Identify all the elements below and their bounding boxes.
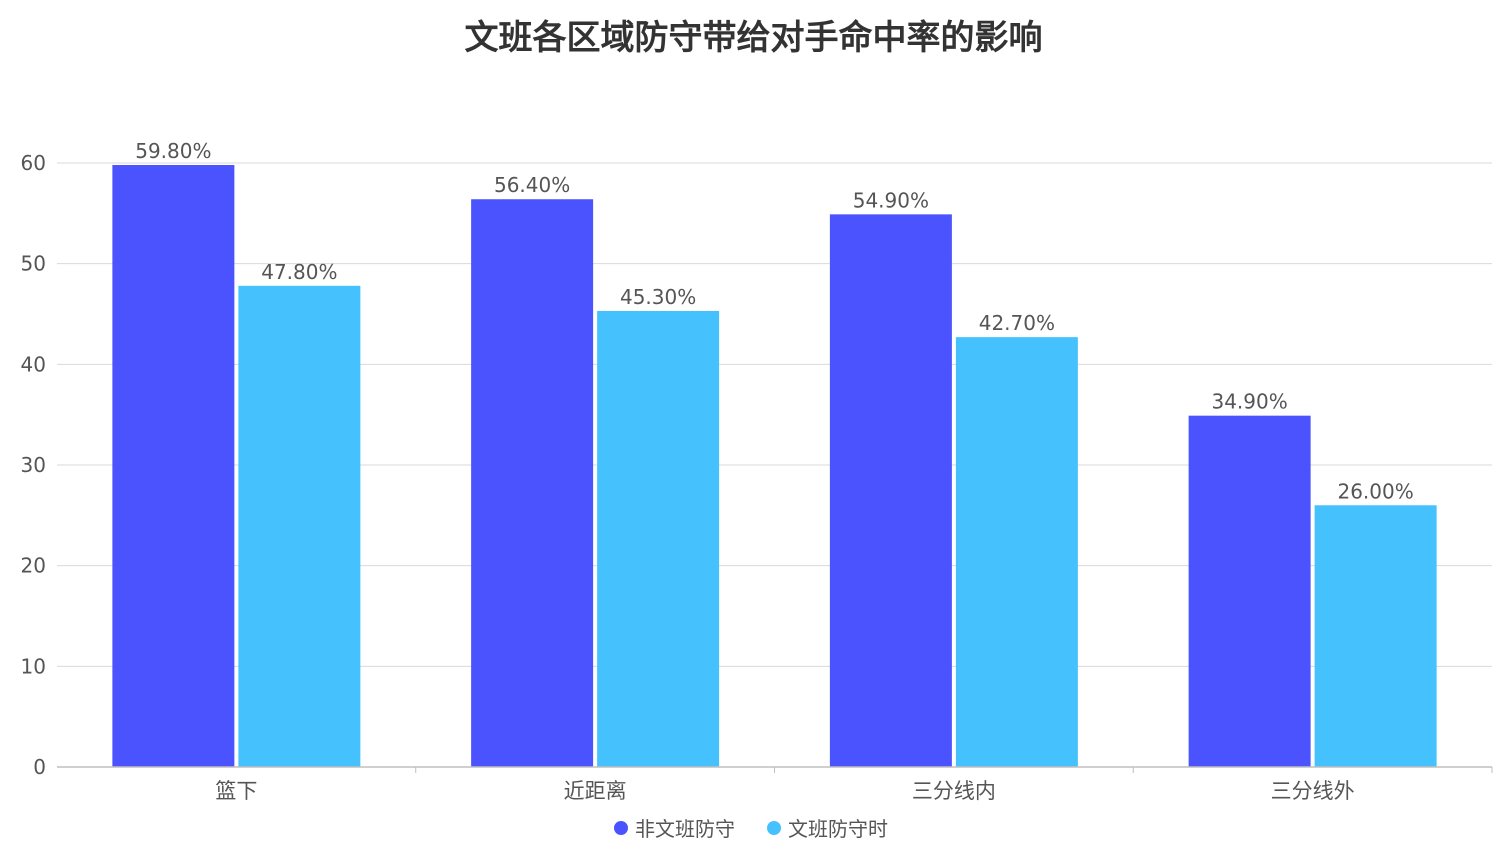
x-category-label: 篮下 [215, 779, 257, 803]
y-tick-label: 10 [21, 654, 46, 678]
bar-value-label: 34.90% [1211, 390, 1287, 414]
legend-item[interactable]: 文班防守时 [767, 817, 888, 841]
bar[interactable] [471, 199, 594, 768]
y-tick-label: 20 [21, 554, 46, 578]
bar-value-label: 56.40% [494, 173, 570, 197]
legend-swatch [614, 821, 628, 835]
x-category-label: 近距离 [564, 779, 627, 803]
bar[interactable] [597, 310, 720, 767]
bar-value-label: 59.80% [135, 139, 211, 163]
bar[interactable] [1314, 505, 1437, 767]
legend-label: 文班防守时 [788, 817, 888, 841]
data-labels: 59.80% 47.80% 56.40% 45.30% 54.90% 42.70% 34.9… [135, 139, 1414, 503]
y-tick-label: 50 [21, 252, 46, 276]
legend-swatch [767, 821, 781, 835]
y-tick-label: 30 [21, 453, 46, 477]
y-tick-label: 60 [21, 151, 46, 175]
bar[interactable] [955, 337, 1078, 767]
y-tick-label: 40 [21, 352, 46, 376]
bar-value-label: 42.70% [979, 311, 1055, 335]
bar[interactable] [1188, 415, 1311, 767]
legend-label: 非文班防守 [635, 817, 735, 841]
bar-value-label: 45.30% [620, 285, 696, 309]
chart-title: 文班各区域防守带给对手命中率的影响 [464, 18, 1043, 58]
x-category-label: 三分线内 [912, 779, 996, 803]
bar[interactable] [112, 165, 235, 768]
legend: 非文班防守 文班防守时 [614, 817, 888, 841]
y-tick-label: 0 [33, 755, 46, 779]
bar[interactable] [238, 285, 361, 767]
x-category-label: 三分线外 [1271, 779, 1355, 803]
axes: 0 10 20 30 40 50 60 篮下 近距离 三分线内 三分线外 [21, 151, 1493, 803]
bar-value-label: 47.80% [261, 260, 337, 284]
bars [112, 165, 1437, 768]
bar-value-label: 54.90% [853, 188, 929, 212]
legend-item[interactable]: 非文班防守 [614, 817, 735, 841]
bar-value-label: 26.00% [1337, 479, 1413, 503]
bar[interactable] [829, 214, 952, 768]
